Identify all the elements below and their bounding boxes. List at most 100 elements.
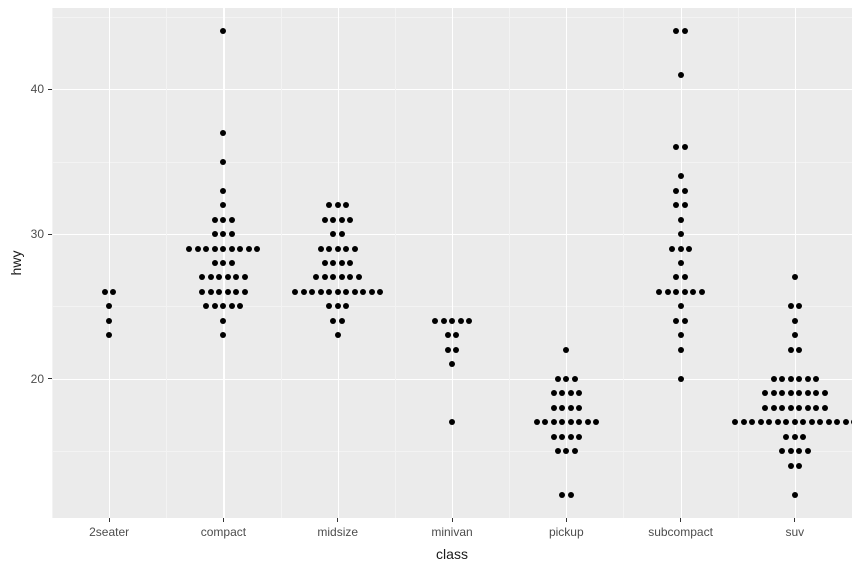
data-point [220, 188, 226, 194]
data-point [673, 202, 679, 208]
data-point [792, 492, 798, 498]
data-point [826, 419, 832, 425]
y-tick-label: 20 [31, 373, 44, 385]
x-tick-mark [337, 518, 338, 522]
gridline-major [109, 8, 110, 518]
data-point [788, 390, 794, 396]
data-point [212, 217, 218, 223]
data-point [199, 289, 205, 295]
data-point [212, 231, 218, 237]
data-point [559, 419, 565, 425]
data-point [813, 376, 819, 382]
data-point [843, 419, 849, 425]
data-point [110, 289, 116, 295]
data-point [335, 246, 341, 252]
data-point [568, 419, 574, 425]
data-point [347, 217, 353, 223]
y-axis-title: hwy [8, 251, 24, 276]
data-point [796, 390, 802, 396]
data-point [678, 246, 684, 252]
data-point [352, 289, 358, 295]
data-point [326, 303, 332, 309]
data-point [805, 405, 811, 411]
data-point [322, 260, 328, 266]
data-point [690, 289, 696, 295]
x-tick-label: minivan [431, 526, 472, 538]
data-point [441, 318, 447, 324]
data-point [220, 28, 226, 34]
data-point [568, 390, 574, 396]
data-point [563, 376, 569, 382]
data-point [242, 289, 248, 295]
data-point [813, 405, 819, 411]
data-point [212, 260, 218, 266]
x-tick-mark [680, 518, 681, 522]
data-point [301, 289, 307, 295]
data-point [762, 405, 768, 411]
data-point [225, 274, 231, 280]
data-point [568, 492, 574, 498]
data-point [326, 202, 332, 208]
data-point [678, 173, 684, 179]
data-point [339, 217, 345, 223]
data-point [699, 289, 705, 295]
data-point [208, 274, 214, 280]
data-point [656, 289, 662, 295]
x-tick-mark [109, 518, 110, 522]
data-point [678, 231, 684, 237]
data-point [792, 274, 798, 280]
data-point [343, 303, 349, 309]
data-point [347, 260, 353, 266]
data-point [220, 159, 226, 165]
data-point [686, 246, 692, 252]
data-point [673, 188, 679, 194]
data-point [673, 144, 679, 150]
data-point [330, 231, 336, 237]
data-point [813, 390, 819, 396]
data-point [106, 318, 112, 324]
data-point [212, 303, 218, 309]
data-point [572, 448, 578, 454]
data-point [682, 202, 688, 208]
data-point [318, 289, 324, 295]
data-point [453, 332, 459, 338]
data-point [551, 419, 557, 425]
data-point [788, 303, 794, 309]
data-point [203, 246, 209, 252]
data-point [678, 347, 684, 353]
data-point [449, 361, 455, 367]
gridline-major [452, 8, 453, 518]
data-point [220, 246, 226, 252]
data-point [216, 289, 222, 295]
x-tick-mark [794, 518, 795, 522]
data-point [678, 376, 684, 382]
data-point [669, 246, 675, 252]
data-point [559, 390, 565, 396]
data-point [800, 419, 806, 425]
data-point [682, 318, 688, 324]
gridline-minor [738, 8, 739, 518]
data-point [682, 274, 688, 280]
data-point [330, 274, 336, 280]
gridline-major [566, 8, 567, 518]
data-point [229, 246, 235, 252]
data-point [339, 260, 345, 266]
data-point [682, 144, 688, 150]
data-point [106, 303, 112, 309]
data-point [360, 289, 366, 295]
data-point [788, 448, 794, 454]
data-point [783, 419, 789, 425]
data-point [796, 448, 802, 454]
data-point [851, 419, 852, 425]
data-point [678, 72, 684, 78]
data-point [783, 434, 789, 440]
data-point [775, 419, 781, 425]
data-point [343, 202, 349, 208]
data-point [347, 274, 353, 280]
data-point [339, 231, 345, 237]
data-point [542, 419, 548, 425]
data-point [762, 390, 768, 396]
data-point [551, 405, 557, 411]
data-point [568, 434, 574, 440]
data-point [576, 390, 582, 396]
